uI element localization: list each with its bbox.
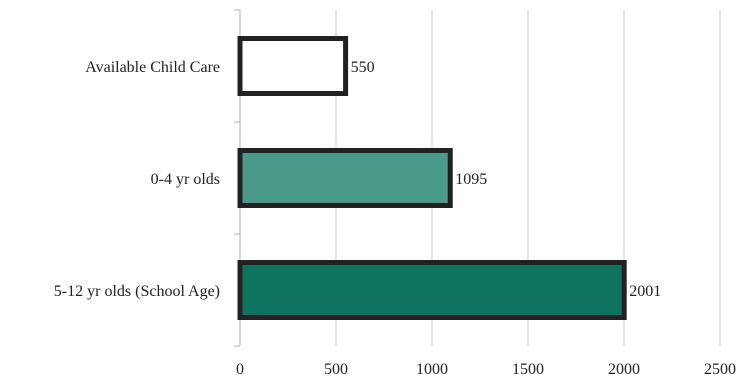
category-label: 0-4 yr olds: [151, 171, 220, 188]
labels: 0 500 1000 1500 2000 2500 Available Child Care…: [54, 59, 736, 378]
x-tick-label: 2500: [704, 361, 736, 378]
bar: [237, 260, 627, 320]
bar: [237, 148, 453, 208]
x-tick-label: 1000: [416, 361, 448, 378]
data-label: 2001: [629, 283, 661, 300]
data-label: 550: [351, 59, 375, 76]
x-tick-label: 500: [324, 361, 348, 378]
bar: [237, 36, 349, 96]
category-label: 5-12 yr olds (School Age): [54, 283, 220, 300]
x-tick-label: 0: [236, 361, 244, 378]
category-label: Available Child Care: [85, 59, 220, 76]
bars: [237, 36, 627, 320]
x-tick-label: 1500: [512, 361, 544, 378]
x-tick-label: 2000: [608, 361, 640, 378]
data-label: 1095: [455, 171, 487, 188]
